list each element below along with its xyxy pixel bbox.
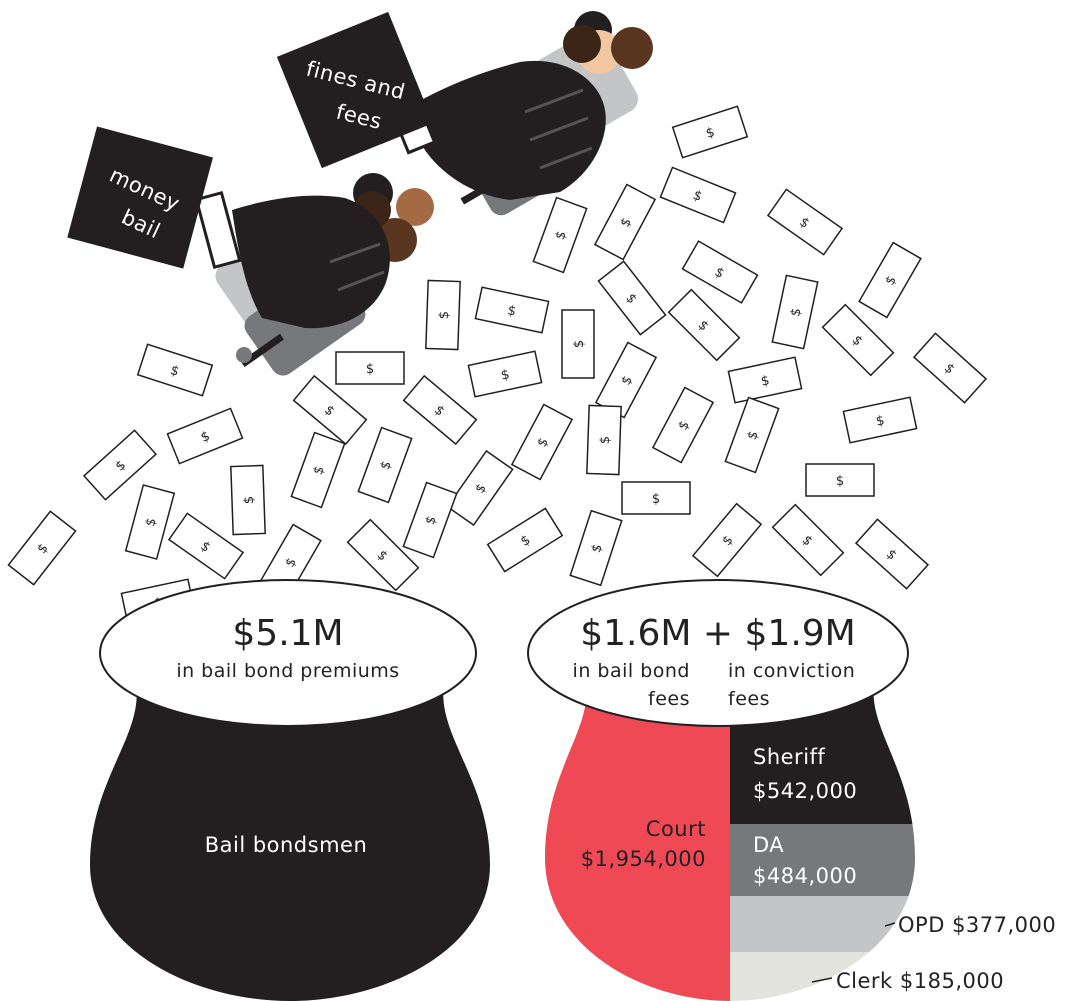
left-pot-label: Bail bondsmen <box>205 833 368 857</box>
dollar-bill-icon: $ <box>724 396 780 474</box>
dollar-bill-icon: $ <box>230 464 266 536</box>
dollar-bill-icon: $ <box>805 463 875 497</box>
right-pot: $1.6M + $1.9M in bail bond fees in convi… <box>527 579 1056 1001</box>
dollar-bill-icon: $ <box>621 481 691 515</box>
da-label: DA <box>753 833 784 857</box>
dollar-bill-icon: $ <box>594 341 658 419</box>
dollar-bill-icon: $ <box>346 518 420 592</box>
hand-money-bail: money bail <box>67 126 434 376</box>
court-value: $1,954,000 <box>581 847 706 871</box>
dollar-bill-icon: $ <box>402 374 478 446</box>
bill-dollar-sign: $ <box>506 303 517 319</box>
dollar-bill-icon: $ <box>771 503 845 577</box>
dollar-bill-icon: $ <box>667 288 741 362</box>
dollar-bill-icon: $ <box>446 449 514 527</box>
dollar-bill-icon: $ <box>532 196 588 274</box>
dollar-bill-icon: $ <box>691 502 763 578</box>
dollar-bill-icon: $ <box>593 183 657 261</box>
dollar-bill-icon: $ <box>681 240 759 304</box>
bill-dollar-sign: $ <box>500 367 511 383</box>
dollar-bill-icon: $ <box>727 356 803 404</box>
right-pot-rim <box>527 579 909 727</box>
da-value: $484,000 <box>753 864 857 888</box>
segment-da <box>730 824 915 896</box>
bill-dollar-sign: $ <box>788 307 804 318</box>
bill-dollar-sign: $ <box>572 340 587 348</box>
dollar-bill-icon: $ <box>858 241 922 319</box>
hand-fines-and-fees: fines and fees <box>276 11 653 216</box>
bill-dollar-sign: $ <box>366 362 374 377</box>
bill-dollar-sign: $ <box>437 311 452 320</box>
opd-callout: OPD $377,000 <box>898 913 1056 937</box>
right-pot-amount: $1.6M + $1.9M <box>580 613 855 654</box>
sheriff-label: Sheriff <box>753 745 825 769</box>
dollar-bill-icon: $ <box>292 374 368 446</box>
dollar-bill-icon: $ <box>124 484 176 560</box>
dollar-bill-icon: $ <box>569 509 623 587</box>
dollar-bill-icon: $ <box>82 429 158 501</box>
dollar-bill-icon: $ <box>486 507 564 573</box>
bail-bond-fees-caption-line2: fees <box>648 688 690 710</box>
clerk-callout: Clerk $185,000 <box>836 969 1004 993</box>
falling-bills: $$$$$$ $$$$$$$$ $ $$$$$$$ $$ $$$$$ $$$$$$$$ $$ $… <box>7 105 988 626</box>
dollar-bill-icon: $ <box>357 426 413 504</box>
dollar-bill-icon: $ <box>425 279 461 351</box>
bill-dollar-sign: $ <box>242 496 257 505</box>
left-pot: $5.1M in bail bond premiums Bail bondsme… <box>90 579 490 1001</box>
dollar-bill-icon: $ <box>659 166 737 224</box>
dollar-bill-icon: $ <box>467 350 543 398</box>
bill-dollar-sign: $ <box>598 436 613 445</box>
dollar-bill-icon: $ <box>7 510 77 586</box>
dollar-bill-icon: $ <box>842 396 918 444</box>
left-pot-caption: in bail bond premiums <box>176 660 399 682</box>
dollar-bill-icon: $ <box>166 407 244 465</box>
dollar-bill-icon: $ <box>136 343 214 397</box>
conviction-fees-caption-line1: in conviction <box>728 660 855 682</box>
dollar-bill-icon: $ <box>561 309 595 379</box>
dollar-bill-icon: $ <box>671 105 749 159</box>
dollar-bill-icon: $ <box>854 518 930 590</box>
bill-dollar-sign: $ <box>875 413 886 429</box>
dollar-bill-icon: $ <box>597 260 667 336</box>
sheriff-value: $542,000 <box>753 779 857 803</box>
dollar-bill-icon: $ <box>510 403 574 481</box>
dollar-bill-icon: $ <box>771 274 819 350</box>
dollar-bill-icon: $ <box>290 431 346 509</box>
dollar-bill-icon: $ <box>821 303 895 377</box>
left-pot-rim <box>99 579 477 727</box>
bill-dollar-sign: $ <box>652 492 660 507</box>
left-pot-amount: $5.1M <box>232 613 343 654</box>
dollar-bill-icon: $ <box>335 351 405 385</box>
dollar-bill-icon: $ <box>766 188 844 256</box>
dollar-bill-icon: $ <box>586 404 622 476</box>
dollar-bill-icon: $ <box>474 286 550 334</box>
dollar-bill-icon: $ <box>167 512 245 580</box>
bill-dollar-sign: $ <box>836 474 844 489</box>
court-label: Court <box>646 817 706 841</box>
left-pot-body <box>90 664 490 1001</box>
dollar-bill-icon: $ <box>651 386 715 464</box>
conviction-fees-caption-line2: fees <box>728 688 770 710</box>
dollar-bill-icon: $ <box>912 332 988 404</box>
dollar-bill-icon: $ <box>402 481 458 559</box>
bill-dollar-sign: $ <box>760 373 771 389</box>
bill-dollar-sign: $ <box>143 516 160 528</box>
bail-bond-fees-caption-line1: in bail bond <box>573 660 690 682</box>
